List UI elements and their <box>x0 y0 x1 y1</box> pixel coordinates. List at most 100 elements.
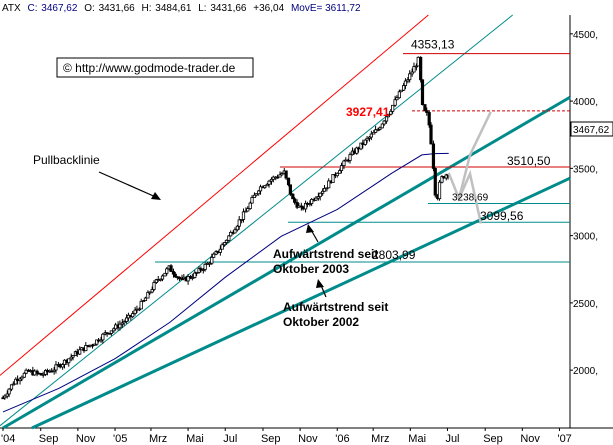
projection-path-down <box>447 169 483 224</box>
candle-body <box>52 369 56 372</box>
candle-body <box>159 278 163 281</box>
level-label-3238,69: 3238,69 <box>452 193 489 204</box>
candle-body <box>391 104 395 112</box>
candle-body <box>22 372 26 378</box>
candle-body <box>193 272 197 278</box>
x-tick-label: Mrz <box>371 433 389 445</box>
candle-body <box>160 275 165 280</box>
candle-body <box>275 176 280 179</box>
x-tick-label: Jul <box>223 433 237 445</box>
candle-body <box>299 205 303 208</box>
pullback-arrow <box>98 171 159 199</box>
candle-body <box>212 253 216 258</box>
pullback-label: Pullbacklinie <box>33 153 100 167</box>
candle-body <box>139 300 143 310</box>
candle-body <box>224 239 229 243</box>
candle-body <box>372 131 376 135</box>
candle-body <box>24 369 28 374</box>
candle-body <box>378 127 382 130</box>
candle-body <box>444 174 448 179</box>
x-tick-label: Sep <box>39 433 59 445</box>
candle-body <box>321 190 325 194</box>
x-tick-label: '07 <box>557 433 571 445</box>
candle-body <box>133 309 137 314</box>
x-tick-label: Nov <box>298 433 318 445</box>
candle-body <box>376 129 380 131</box>
candle-body <box>7 388 11 395</box>
candle-body <box>265 183 269 187</box>
candle-body <box>425 110 429 113</box>
candle-body <box>240 219 244 221</box>
candle-body <box>348 154 352 161</box>
level-label-3510,50: 3510,50 <box>507 154 551 168</box>
candle-body <box>203 263 207 270</box>
candle-body <box>44 369 48 375</box>
candle-body <box>420 79 425 106</box>
current-price-box <box>570 121 613 137</box>
candle-body <box>233 229 237 234</box>
candle-body <box>120 322 124 325</box>
candle-body <box>291 193 295 200</box>
candle-body <box>318 192 322 197</box>
candle-body <box>369 133 373 138</box>
candle-body <box>154 279 159 283</box>
candle-body <box>410 71 414 75</box>
x-tick-label: '05 <box>113 433 127 445</box>
candle-body <box>142 300 146 302</box>
candle-body <box>403 80 408 86</box>
candle-body <box>227 235 231 241</box>
candle-body <box>143 297 148 301</box>
candle-body <box>325 187 329 190</box>
level-label-3099,56: 3099,56 <box>480 209 524 223</box>
candle-body <box>437 181 442 200</box>
trendline-trend-oct-2003 <box>2 95 571 430</box>
candle-body <box>257 190 261 195</box>
y-tick-label: 4500, <box>573 30 598 41</box>
candle-body <box>5 393 9 397</box>
candle-body <box>186 276 190 282</box>
candle-body <box>218 248 222 253</box>
candle-body <box>386 113 390 118</box>
candle-body <box>41 373 45 376</box>
candle-body <box>252 194 257 198</box>
candle-body <box>335 172 339 177</box>
candle-body <box>423 104 427 112</box>
candle-body <box>303 202 308 210</box>
x-tick-label: Nov <box>520 433 540 445</box>
trend-2003-label-line2: Oktober 2003 <box>273 262 349 276</box>
candle-body <box>429 124 433 145</box>
candle-body <box>69 356 73 360</box>
candle-body <box>395 97 399 101</box>
watermark-box <box>56 57 254 78</box>
watermark-text: © http://www.godmode-trader.de <box>63 61 236 75</box>
candle-body <box>433 168 437 196</box>
candle-body <box>367 136 372 139</box>
candle-body <box>316 196 320 199</box>
candle-body <box>118 323 122 329</box>
candle-body <box>11 383 15 386</box>
y-tick-label: 4000, <box>573 97 598 108</box>
y-tick-label: 2000, <box>573 366 598 377</box>
current-price-label: 3467,62 <box>573 125 610 136</box>
candle-body <box>163 272 167 277</box>
candle-body <box>9 384 14 390</box>
candle-body <box>180 278 184 281</box>
candle-body <box>331 174 335 184</box>
trend-2003-label-line1: Aufwärtstrend seit <box>273 247 378 261</box>
candle-body <box>109 330 113 334</box>
candle-body <box>295 201 299 208</box>
candle-body <box>267 180 271 185</box>
candle-body <box>152 282 156 290</box>
candle-body <box>280 173 284 176</box>
candle-body <box>342 160 346 166</box>
candle-body <box>78 349 82 355</box>
y-tick-label: 2500, <box>573 299 598 310</box>
header-symbol: ATX <box>2 3 21 14</box>
candle-body <box>339 165 344 171</box>
candle-body <box>399 89 403 93</box>
candle-body <box>237 219 241 227</box>
candle-body <box>293 198 297 203</box>
candle-body <box>393 99 397 106</box>
candle-body <box>269 178 274 182</box>
candle-body <box>338 170 342 174</box>
